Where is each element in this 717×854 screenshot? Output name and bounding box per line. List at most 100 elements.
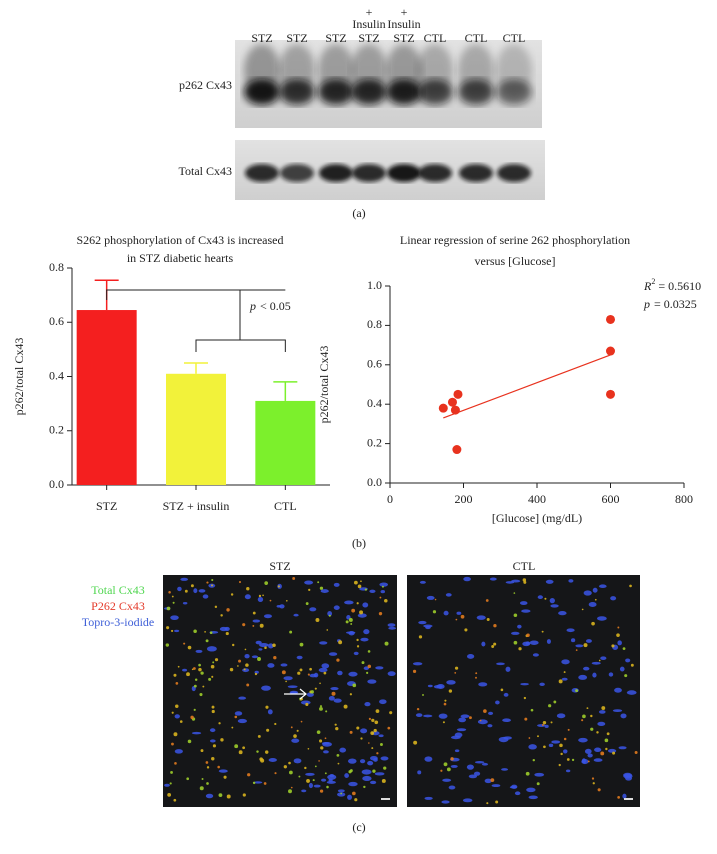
gap-junction-signal [350, 623, 353, 625]
cell-nucleus [309, 607, 317, 612]
cell-nucleus [205, 793, 214, 799]
cell-nucleus [417, 770, 422, 775]
blot-bands [244, 44, 532, 105]
y-axis-label: p262/total Cx43 [317, 346, 331, 424]
gap-junction-signal [238, 659, 242, 663]
gap-junction-signal [475, 672, 478, 675]
cell-nucleus [304, 580, 314, 585]
gap-junction-signal [541, 723, 544, 726]
cell-nucleus [594, 747, 602, 752]
blot-row-label: Total Cx43 [179, 164, 233, 178]
gap-junction-signal [244, 648, 247, 651]
cell-nucleus [473, 771, 481, 776]
gap-junction-signal [220, 614, 223, 617]
gap-junction-signal [211, 709, 215, 714]
cell-nucleus [362, 602, 369, 608]
gap-junction-signal [206, 782, 209, 785]
cell-nucleus [488, 711, 494, 716]
gap-junction-signal [479, 719, 482, 722]
cell-nucleus [495, 700, 500, 705]
cell-nucleus [293, 613, 299, 617]
cell-nucleus [318, 667, 328, 673]
cell-nucleus [549, 598, 555, 604]
gap-junction-signal [310, 690, 314, 694]
cell-nucleus [610, 596, 617, 601]
gap-junction-signal [590, 727, 594, 731]
cell-nucleus [259, 643, 269, 648]
cell-nucleus [375, 666, 384, 670]
gap-junction-signal [356, 726, 360, 730]
gap-junction-signal [537, 735, 539, 738]
gap-junction-signal [319, 586, 324, 590]
r-squared: R2 = 0.5610 [643, 277, 701, 293]
gap-junction-signal [374, 720, 379, 725]
gap-junction-signal [317, 581, 320, 584]
micrograph [163, 575, 397, 807]
r-power: 2 [651, 277, 655, 286]
cell-nucleus [337, 792, 346, 797]
gap-junction-signal [536, 782, 540, 786]
gap-junction-signal [383, 766, 387, 770]
cell-nucleus [521, 609, 531, 613]
cell-nucleus [364, 702, 371, 707]
cell-nucleus [209, 739, 216, 743]
gap-junction-signal [594, 598, 597, 601]
cell-nucleus [388, 626, 397, 630]
gap-junction-signal [166, 626, 170, 630]
cell-nucleus [291, 738, 300, 743]
cell-nucleus [191, 731, 202, 735]
cell-nucleus [238, 696, 247, 700]
gap-junction-signal [242, 793, 246, 797]
gap-junction-signal [283, 765, 287, 769]
cell-nucleus [321, 663, 330, 669]
gap-junction-signal [381, 778, 386, 783]
gap-junction-signal [217, 765, 220, 769]
gap-junction-signal [265, 750, 269, 754]
cell-nucleus [255, 640, 262, 645]
y-tick-label: 0.8 [49, 260, 64, 274]
cell-nucleus [510, 579, 521, 583]
gap-junction-signal [373, 728, 377, 733]
cell-nucleus [363, 629, 370, 635]
cell-nucleus [362, 775, 372, 782]
gap-junction-signal [226, 608, 230, 612]
stain-legend: Total Cx43 [91, 583, 145, 597]
cell-nucleus [438, 713, 448, 719]
gap-junction-signal [285, 680, 287, 683]
gap-junction-signal [604, 738, 609, 743]
gap-junction-signal [205, 761, 209, 764]
gap-junction-signal [237, 665, 239, 667]
gap-junction-signal [376, 752, 379, 755]
y-tick-label: 0.0 [367, 475, 382, 489]
cell-nucleus [489, 577, 497, 581]
cell-nucleus [458, 717, 467, 723]
cell-nucleus [597, 721, 606, 727]
blot-band [279, 79, 315, 105]
cell-nucleus [293, 758, 302, 764]
gap-junction-signal [325, 710, 328, 713]
cell-nucleus [598, 584, 607, 589]
cell-nucleus [561, 659, 570, 665]
gap-junction-signal [587, 760, 590, 763]
gap-junction-signal [204, 630, 206, 633]
cell-nucleus [305, 772, 315, 776]
gap-junction-signal [356, 602, 359, 605]
gap-junction-signal [485, 599, 489, 602]
gap-junction-signal [285, 599, 288, 602]
cell-nucleus [321, 741, 330, 745]
gap-junction-signal [559, 743, 563, 748]
cell-nucleus [502, 718, 512, 722]
gap-junction-signal [211, 757, 215, 761]
gap-junction-signal [364, 588, 368, 591]
gap-junction-signal [167, 792, 172, 797]
gap-junction-signal [338, 640, 343, 645]
r-symbol: R [643, 279, 652, 293]
y-tick-label: 0.6 [49, 314, 64, 328]
gap-junction-signal [262, 594, 264, 597]
cell-nucleus [462, 798, 473, 803]
gap-junction-signal [265, 705, 269, 709]
blot-band [386, 79, 422, 105]
gap-junction-signal [258, 594, 262, 598]
gap-junction-signal [165, 643, 170, 647]
gap-junction-signal [206, 581, 209, 584]
